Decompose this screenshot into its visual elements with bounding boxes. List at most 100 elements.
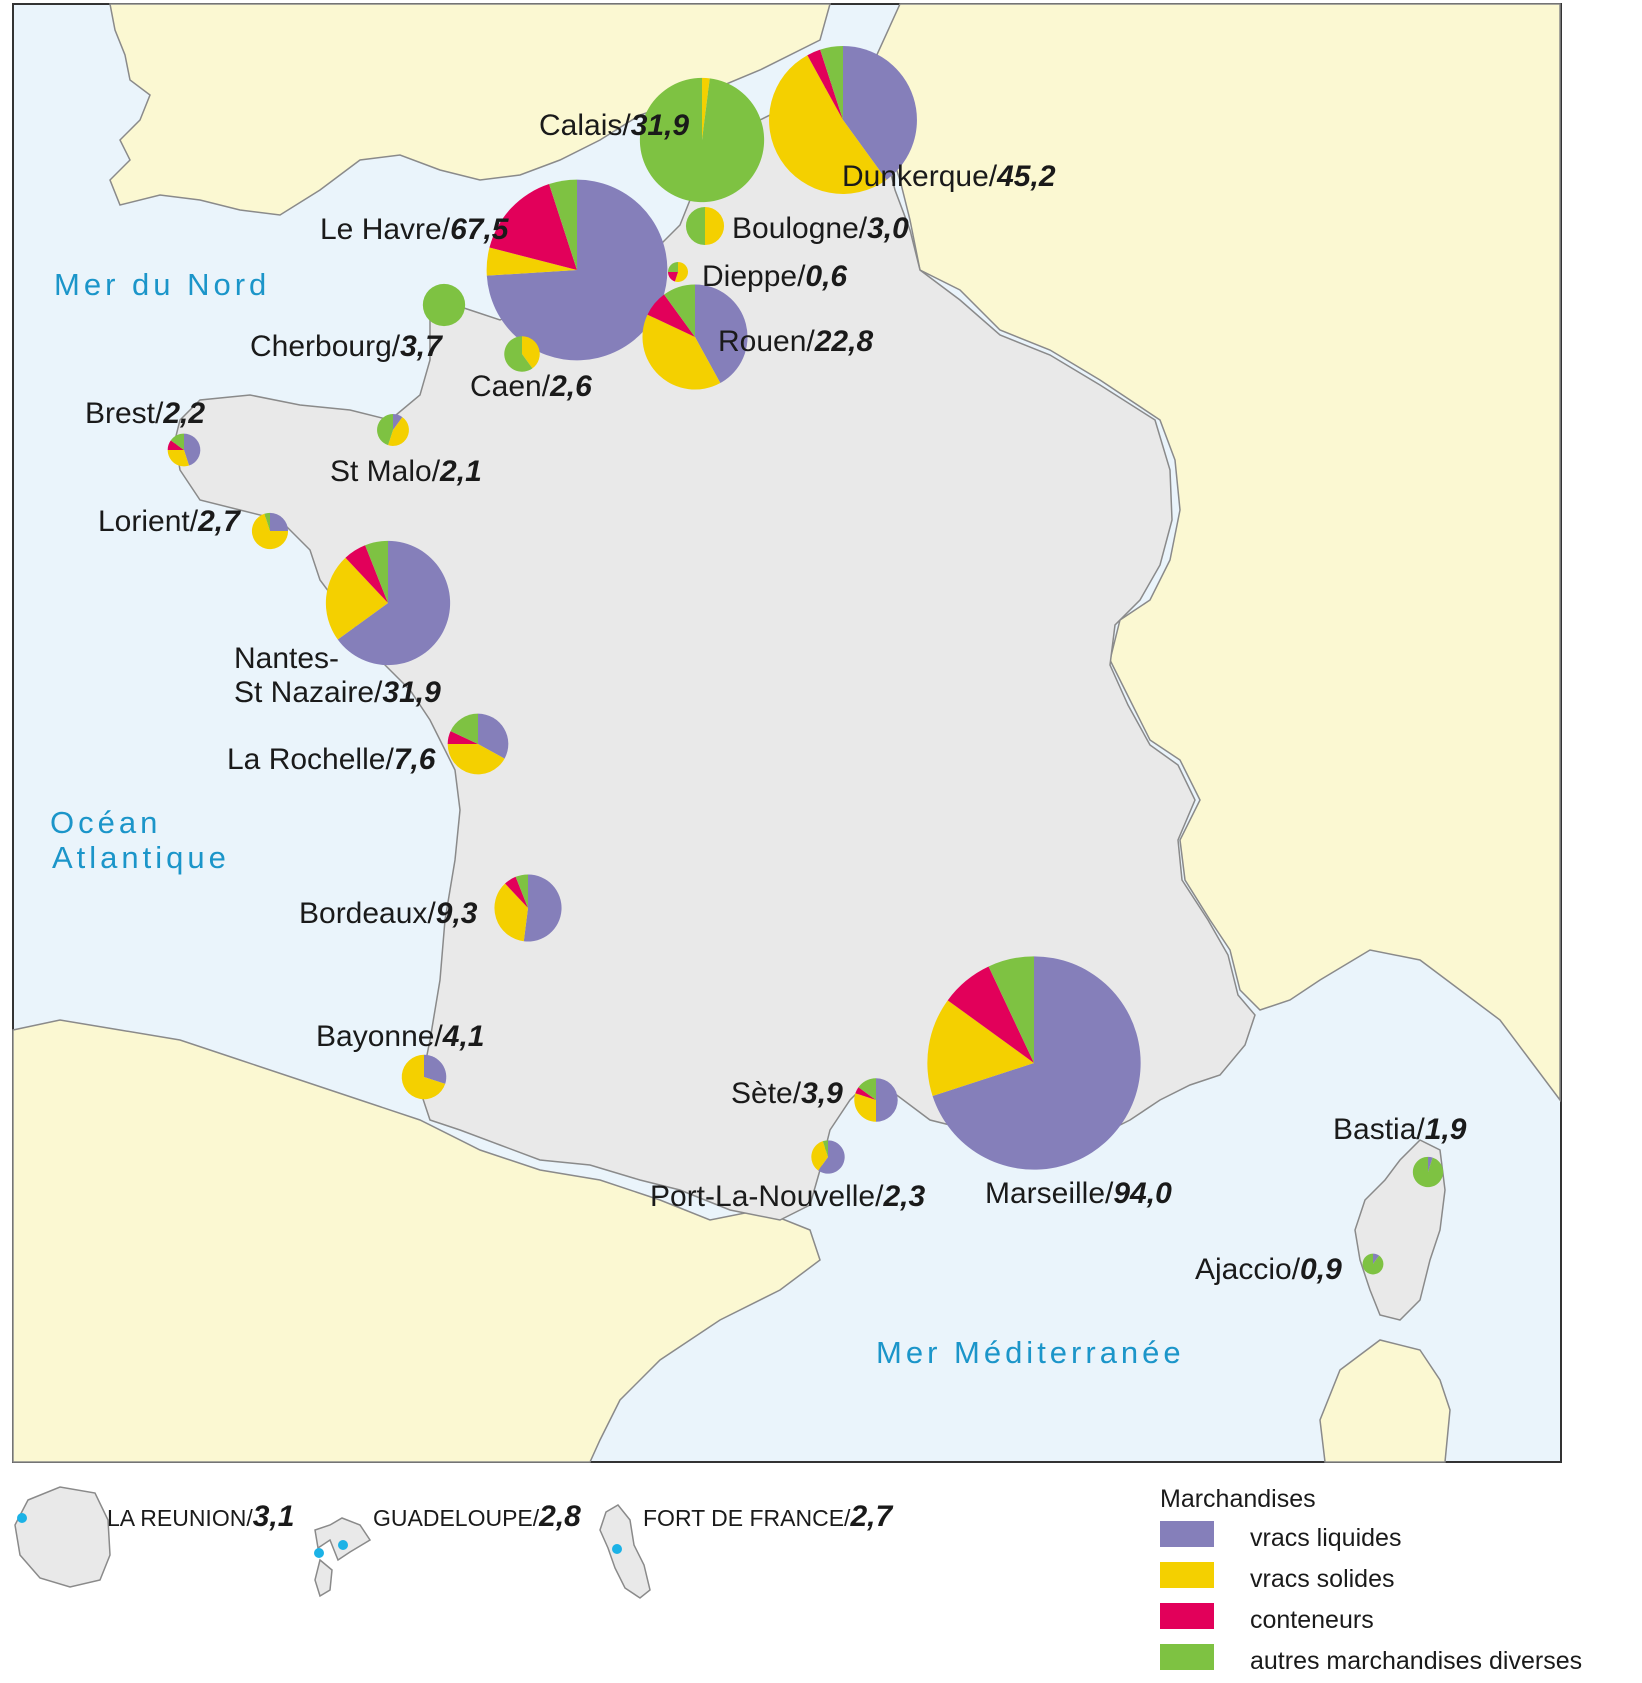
port-dot-reunion — [17, 1513, 27, 1523]
port-pies — [167, 46, 1444, 1275]
pie-slice-conteneurs — [167, 440, 184, 450]
port-name: Lorient/ — [98, 505, 199, 538]
legend-swatch-vracs-solides — [1160, 1562, 1214, 1588]
pie-slice-autres — [664, 284, 695, 337]
pie-slice-vracs-liquides — [1428, 1156, 1433, 1172]
port-name: Brest/ — [85, 397, 164, 430]
pie-stmalo — [377, 414, 409, 446]
pie-cherbourg — [422, 283, 466, 327]
port-label-rouen: Rouen/22,8 — [718, 325, 873, 358]
port-labels: Calais/31,9 Dunkerque/45,2 Le Havre/67,5… — [85, 109, 1467, 1286]
port-value: 2,7 — [197, 505, 241, 538]
port-value: 31,9 — [382, 676, 441, 709]
pie-slice-conteneurs — [447, 731, 478, 744]
port-label-caen: Caen/2,6 — [470, 370, 592, 403]
pie-slice-autres — [264, 512, 270, 531]
pie-slice-vracs-liquides — [478, 713, 509, 759]
dom-name: GUADELOUPE/ — [373, 1505, 540, 1531]
pie-lehavre — [486, 179, 668, 361]
port-label-ajaccio: Ajaccio/0,9 — [1195, 1253, 1342, 1286]
dom-value: 2,8 — [538, 1500, 581, 1533]
port-label-lorient: Lorient/2,7 — [98, 505, 241, 538]
port-value: 1,9 — [1425, 1113, 1467, 1146]
pie-slice-autres — [170, 433, 184, 450]
legend-label-vracs-liquides: vracs liquides — [1250, 1524, 1401, 1552]
port-name: St Nazaire/ — [234, 676, 383, 709]
dom-label-fort-de-france: FORT DE FRANCE/2,7 — [643, 1500, 893, 1533]
pie-slice-conteneurs — [345, 545, 388, 603]
pie-slice-vracs-liquides — [270, 512, 289, 531]
pie-caen — [504, 336, 540, 372]
port-label-nantes-2: St Nazaire/31,9 — [234, 676, 441, 709]
port-name: Cherbourg/ — [250, 330, 401, 363]
port-value: 2,6 — [549, 370, 592, 403]
port-label-stmalo: St Malo/2,1 — [330, 455, 482, 488]
port-label-marseille: Marseille/94,0 — [985, 1177, 1172, 1210]
pie-portlanouvelle — [811, 1140, 845, 1174]
pie-slice-vracs-solides — [854, 1093, 876, 1122]
pie-slice-autres — [822, 1140, 828, 1157]
east-land — [869, 3, 1561, 1103]
port-name: La Rochelle/ — [227, 743, 394, 776]
sea-label-mediterranean: Mer Méditerranée — [876, 1335, 1185, 1370]
port-value: 31,9 — [631, 109, 690, 142]
port-label-brest: Brest/2,2 — [85, 397, 205, 430]
pie-nantes — [325, 540, 451, 666]
pie-slice-autres — [365, 540, 388, 603]
port-dot-guadeloupe-2 — [338, 1540, 348, 1550]
dom-name: LA REUNION/ — [107, 1505, 253, 1531]
pie-slice-vracs-solides — [486, 247, 577, 276]
port-label-sete: Sète/3,9 — [731, 1077, 843, 1110]
port-value: 2,1 — [439, 455, 482, 488]
pie-slice-vracs-solides — [927, 1000, 1034, 1096]
port-value: 2,3 — [882, 1180, 925, 1213]
pie-slice-vracs-liquides — [932, 956, 1141, 1170]
port-value: 3,9 — [801, 1077, 843, 1110]
spain-land — [12, 1019, 821, 1463]
port-value: 45,2 — [996, 160, 1056, 193]
legend-swatch-conteneurs — [1160, 1603, 1214, 1629]
pie-slice-autres — [515, 874, 528, 908]
pie-slice-vracs-liquides — [876, 1078, 898, 1122]
pie-slice-conteneurs — [947, 966, 1034, 1063]
pie-slice-vracs-solides — [401, 1054, 446, 1100]
pie-lorient — [251, 512, 289, 550]
pie-marseille — [927, 956, 1141, 1170]
pie-slice-vracs-solides — [447, 744, 505, 775]
pie-slice-autres — [504, 336, 533, 372]
pie-slice-vracs-solides — [325, 557, 388, 640]
port-value: 4,1 — [442, 1020, 485, 1053]
port-value: 0,9 — [1300, 1253, 1342, 1286]
pie-slice-vracs-liquides — [184, 433, 201, 466]
pie-bastia — [1412, 1156, 1444, 1188]
pie-slice-conteneurs — [855, 1087, 876, 1100]
france-land — [174, 74, 1256, 1221]
port-label-larochelle: La Rochelle/7,6 — [227, 743, 436, 776]
port-name: Nantes- — [234, 642, 339, 675]
dom-value: 2,7 — [849, 1500, 893, 1533]
pie-slice-vracs-liquides — [337, 540, 451, 666]
dom-label-guadeloupe: GUADELOUPE/2,8 — [373, 1500, 581, 1533]
pie-slice-conteneurs — [647, 294, 695, 337]
port-name: Bastia/ — [1333, 1113, 1425, 1146]
pie-dieppe — [668, 262, 688, 282]
guadeloupe-island — [314, 1517, 372, 1598]
pie-slice-autres — [450, 713, 478, 744]
pie-slice-vracs-solides — [642, 314, 721, 390]
legend-swatch-autres — [1160, 1644, 1214, 1670]
pie-calais — [639, 77, 765, 203]
port-value: 2,2 — [162, 397, 205, 430]
port-label-nantes-1: Nantes- — [234, 642, 339, 675]
pie-slice-autres — [668, 262, 678, 272]
pie-boulogne — [685, 206, 725, 246]
port-name: Bayonne/ — [316, 1020, 443, 1053]
port-value: 7,6 — [394, 743, 436, 776]
port-name: Le Havre/ — [320, 213, 451, 246]
port-name: St Malo/ — [330, 455, 441, 488]
port-name: Caen/ — [470, 370, 551, 403]
port-name: Marseille/ — [985, 1177, 1114, 1210]
pie-slice-autres — [988, 956, 1034, 1063]
pie-slice-vracs-solides — [674, 262, 688, 282]
port-value: 22,8 — [814, 325, 874, 358]
pie-dunkerque — [769, 46, 917, 194]
